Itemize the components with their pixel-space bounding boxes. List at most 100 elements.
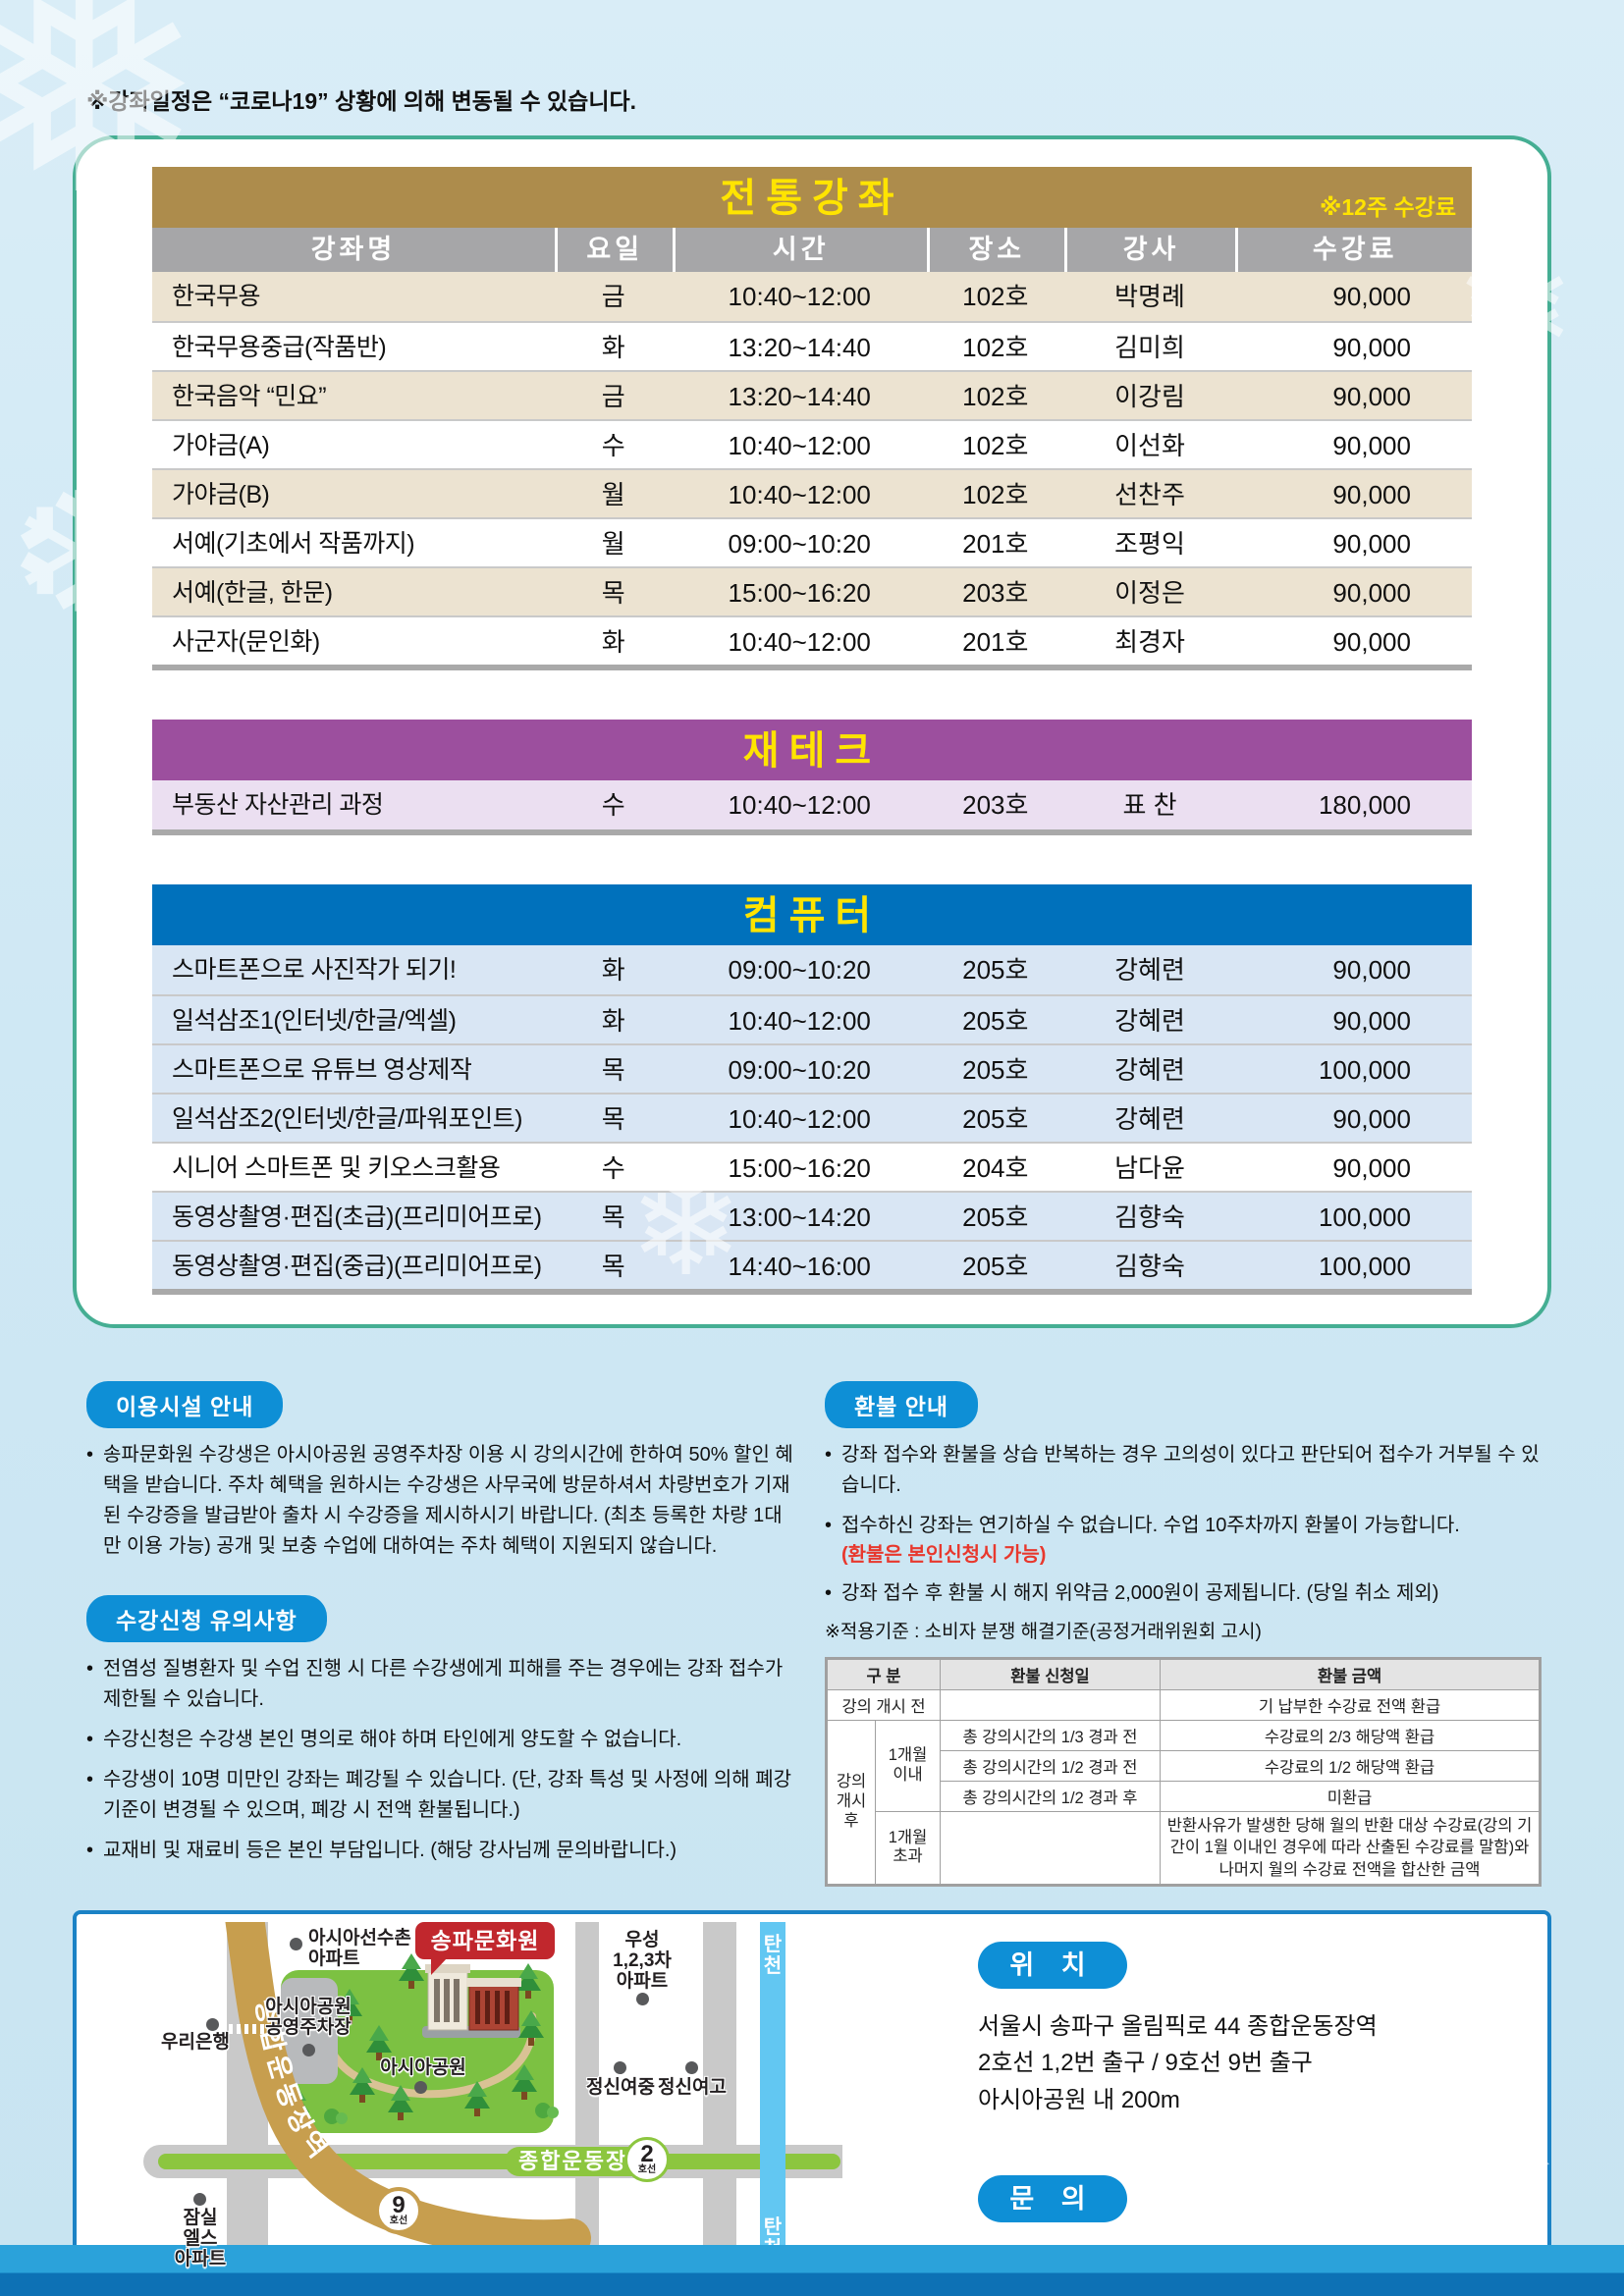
- col-fee: 수강료: [1235, 228, 1472, 272]
- course-row: 사군자(문인화) 화 10:40~12:00 201호 최경자 90,000: [152, 615, 1472, 665]
- course-row: 가야금(A) 수 10:40~12:00 102호 이선화 90,000: [152, 419, 1472, 468]
- course-day: 목: [601, 1104, 625, 1134]
- course-row: 부동산 자산관리 과정 수 10:40~12:00 203호 표 찬 180,0…: [152, 780, 1472, 829]
- course-row: 한국무용중급(작품반) 화 13:20~14:40 102호 김미희 90,00…: [152, 321, 1472, 370]
- map-info-panel: 위 치 서울시 송파구 올림픽로 44 종합운동장역 2호선 1,2번 출구 /…: [860, 1922, 1540, 2295]
- map-dot: [685, 2060, 698, 2074]
- contact-badge: 문 의: [978, 2175, 1127, 2223]
- refund-over-date: [940, 1811, 1161, 1886]
- course-day: 목: [601, 1202, 625, 1232]
- course-fee: 90,000: [1332, 282, 1411, 311]
- course-time: 13:00~14:20: [728, 1202, 871, 1232]
- section-financial: 재테크 부동산 자산관리 과정 수 10:40~12:00 203호 표 찬 1…: [152, 720, 1472, 835]
- refund-bullet: 강좌 접수 후 환불 시 해지 위약금 2,000원이 공제됩니다. (당일 취…: [825, 1578, 1542, 1609]
- section-title: 컴퓨터: [742, 894, 882, 937]
- course-time: 10:40~12:00: [728, 627, 871, 657]
- label-woori-bank: 우리은행: [161, 2031, 230, 2053]
- section-traditional: 전통강좌 ※12주 수강료 강좌명 요일 시간 장소 강사 수강료 한국무용 금…: [152, 167, 1472, 670]
- course-room: 102호: [962, 431, 1029, 460]
- course-name: 일석삼조1(인터넷/한글/엑셀): [172, 1007, 457, 1035]
- course-fee: 90,000: [1332, 1153, 1411, 1183]
- course-fee: 100,000: [1318, 1055, 1411, 1085]
- course-room: 102호: [962, 480, 1029, 509]
- label-asia-village-apt: 아시아선수촌 아파트: [308, 1927, 411, 1970]
- culture-center-bubble: 송파문화원: [415, 1921, 555, 1975]
- refund-row-over: 1개월 초과 반환사유가 발생한 당해 월의 반환 대상 수강료(강의 기간이 …: [827, 1811, 1541, 1886]
- refund-notice: 환불 안내 강좌 접수와 환불을 상습 반복하는 경우 고의성이 있다고 판단되…: [825, 1381, 1542, 1887]
- course-name: 서예(한글, 한문): [172, 579, 333, 607]
- course-teacher: 최경자: [1114, 627, 1185, 657]
- refund-bullet: 강좌 접수와 환불을 상습 반복하는 경우 고의성이 있다고 판단되어 접수가 …: [825, 1440, 1542, 1501]
- course-name: 사군자(문인화): [172, 628, 320, 656]
- refund-amount: 미환급: [1160, 1781, 1541, 1812]
- course-name: 한국무용중급(작품반): [172, 334, 387, 361]
- line2-badge: 2 호선: [624, 2136, 670, 2182]
- map-dot: [206, 2017, 219, 2031]
- course-fee: 100,000: [1318, 1252, 1411, 1281]
- crosswalk: [229, 2023, 266, 2034]
- course-room: 205호: [962, 1252, 1029, 1281]
- course-teacher: 이강림: [1114, 382, 1185, 411]
- refund-before-date: [940, 1689, 1161, 1721]
- course-time: 10:40~12:00: [728, 1006, 871, 1036]
- course-time: 10:40~12:00: [728, 282, 871, 311]
- course-room: 203호: [962, 578, 1029, 608]
- course-time: 10:40~12:00: [728, 480, 871, 509]
- course-row: 스마트폰으로 유튜브 영상제작 목 09:00~10:20 205호 강혜련 1…: [152, 1043, 1472, 1093]
- address-line: 2호선 1,2번 출구 / 9호선 9번 출구: [978, 2050, 1313, 2077]
- course-room: 205호: [962, 955, 1029, 985]
- line9-number: 9: [392, 2191, 406, 2218]
- course-day: 금: [601, 382, 625, 411]
- section-computer: 컴퓨터 스마트폰으로 사진작가 되기! 화 09:00~10:20 205호 강…: [152, 884, 1472, 1295]
- col-room: 장소: [926, 228, 1064, 272]
- line9-suffix: 호선: [389, 2215, 408, 2226]
- registration-bullet: 수강생이 10명 미만인 강좌는 폐강될 수 있습니다. (단, 강좌 특성 및…: [86, 1765, 795, 1826]
- col-day: 요일: [554, 228, 673, 272]
- course-room: 201호: [962, 627, 1029, 657]
- refund-table: 구 분 환불 신청일 환불 금액 강의 개시 전 기 납부한 수강료 전액 환급…: [825, 1657, 1542, 1887]
- course-day: 금: [601, 282, 625, 311]
- refund-row-before: 강의 개시 전 기 납부한 수강료 전액 환급: [826, 1689, 1541, 1721]
- financial-header-bar: 재테크: [152, 720, 1472, 780]
- notice-area: 이용시설 안내 송파문화원 수강생은 아시아공원 공영주차장 이용 시 강의시간…: [86, 1381, 1542, 1887]
- line9-badge: 9 호선: [375, 2186, 422, 2234]
- line2-suffix: 호선: [637, 2163, 657, 2175]
- refund-row-within-1: 강의 개시 후 1개월 이내 총 강의시간의 1/3 경과 전 수강료의 2/3…: [826, 1720, 1541, 1886]
- refund-when: 총 강의시간의 1/2 경과 후: [940, 1781, 1161, 1812]
- refund-after-label: 강의 개시 후: [826, 1720, 876, 1886]
- bush: [535, 2102, 559, 2118]
- course-name: 한국무용: [172, 283, 261, 310]
- address-line: 서울시 송파구 올림픽로 44 종합운동장역: [978, 2012, 1378, 2040]
- registration-bullet: 수강신청은 수강생 본인 명의로 해야 하며 타인에게 양도할 수 없습니다.: [86, 1725, 795, 1755]
- course-fee: 100,000: [1318, 1202, 1411, 1232]
- course-teacher: 조평익: [1114, 529, 1185, 559]
- course-room: 205호: [962, 1104, 1029, 1134]
- course-fee: 90,000: [1332, 1006, 1411, 1036]
- course-room: 205호: [962, 1006, 1029, 1036]
- course-day: 수: [601, 1153, 625, 1183]
- course-row: 서예(기초에서 작품까지) 월 09:00~10:20 201호 조평익 90,…: [152, 517, 1472, 566]
- refund-when: 총 강의시간의 1/2 경과 전: [940, 1750, 1161, 1782]
- course-room: 201호: [962, 529, 1029, 559]
- map-dot: [290, 1937, 302, 1950]
- course-time: 10:40~12:00: [728, 1104, 871, 1134]
- course-tables-card: 전통강좌 ※12주 수강료 강좌명 요일 시간 장소 강사 수강료 한국무용 금…: [73, 135, 1551, 1328]
- refund-before-label: 강의 개시 전: [826, 1689, 941, 1721]
- course-fee: 180,000: [1318, 790, 1411, 820]
- course-name: 부동산 자산관리 과정: [172, 791, 384, 819]
- refund-col-division: 구 분: [826, 1658, 941, 1690]
- refund-month-within: 1개월 이내: [875, 1720, 941, 1812]
- course-room: 203호: [962, 790, 1029, 820]
- course-name: 동영상촬영·편집(초급)(프리미어프로): [172, 1203, 542, 1231]
- course-row: 한국음악 “민요” 금 13:20~14:40 102호 이강림 90,000: [152, 370, 1472, 419]
- registration-bullet: 전염성 질병환자 및 수업 진행 시 다른 수강생에게 피해를 주는 경우에는 …: [86, 1654, 795, 1715]
- course-time: 15:00~16:20: [728, 578, 871, 608]
- map-box: 탄 천 탄 천: [73, 1909, 1551, 2296]
- course-teacher: 선찬주: [1114, 480, 1185, 509]
- course-fee: 90,000: [1332, 333, 1411, 362]
- course-fee: 90,000: [1332, 627, 1411, 657]
- map: 탄 천 탄 천: [84, 1921, 860, 2295]
- course-teacher: 강혜련: [1114, 1055, 1185, 1085]
- course-teacher: 김미희: [1114, 333, 1185, 362]
- course-day: 목: [601, 1055, 625, 1085]
